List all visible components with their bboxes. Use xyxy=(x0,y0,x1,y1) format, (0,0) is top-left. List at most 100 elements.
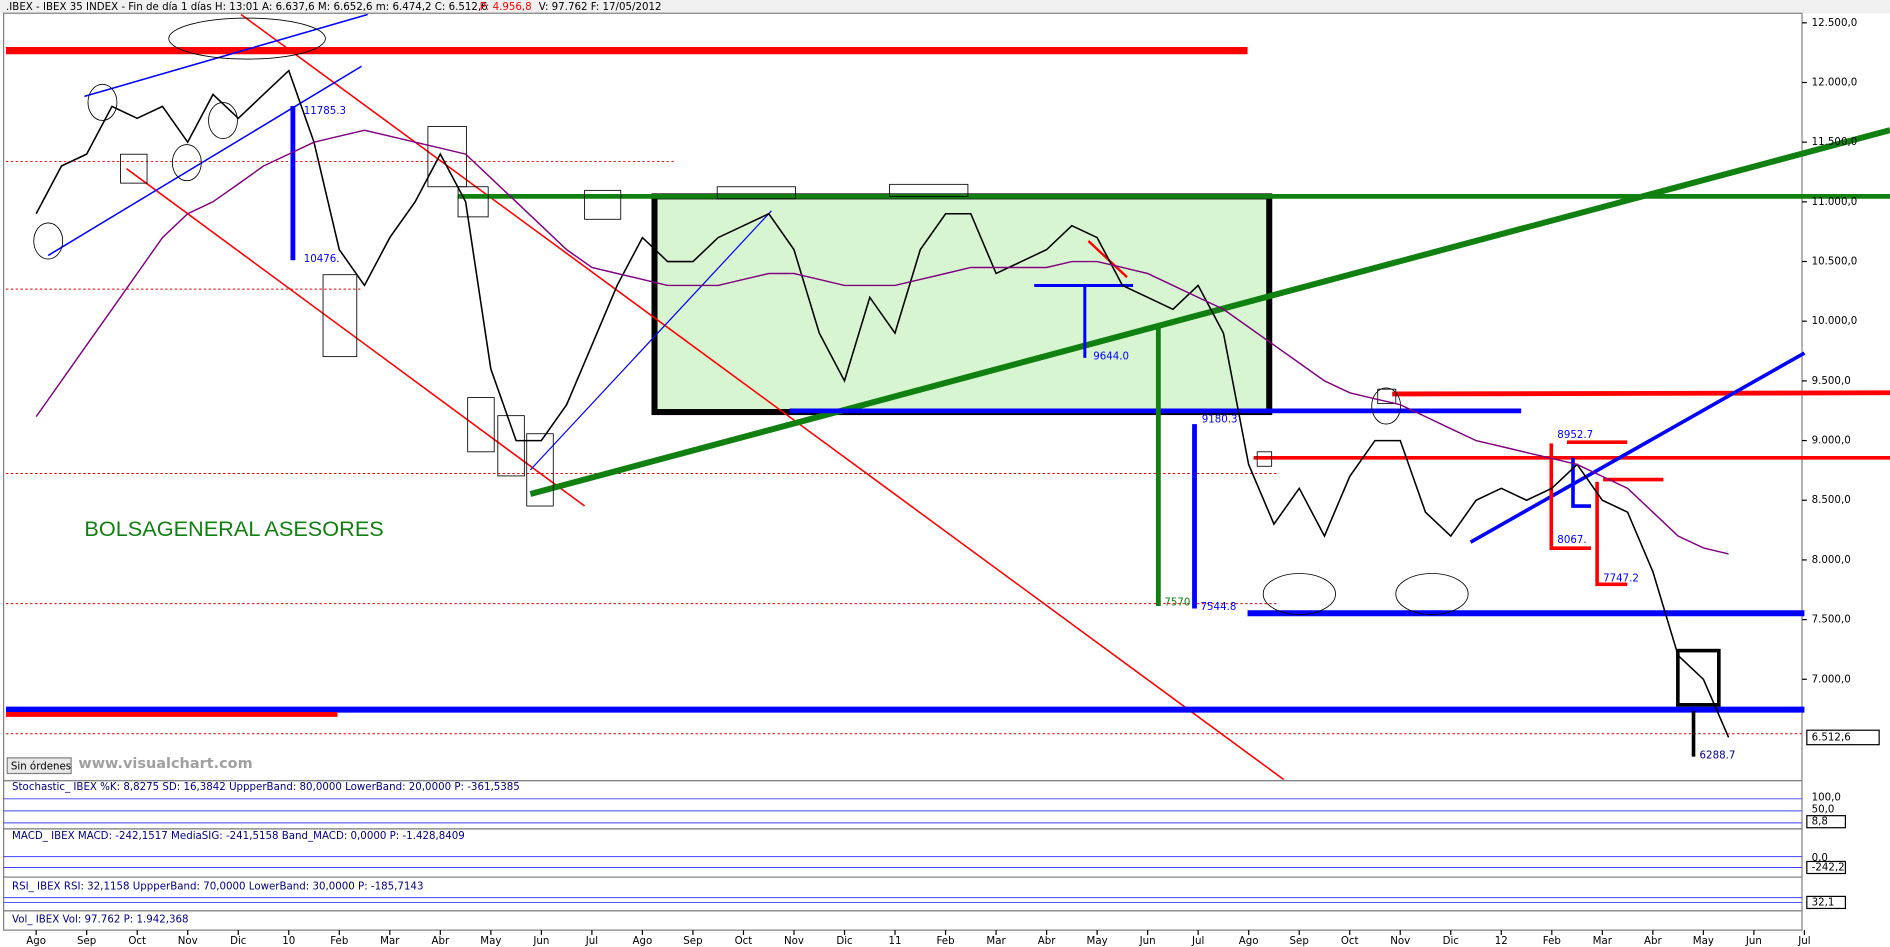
bracket xyxy=(1595,481,1628,587)
y-tick-label: 11.500,0 xyxy=(1812,136,1858,148)
status-box xyxy=(6,757,72,775)
x-tick-label: Dic xyxy=(836,935,852,947)
level-label: 7570 xyxy=(1164,596,1190,608)
x-tick-label: Ago xyxy=(26,935,46,947)
y-tick-label: 10.500,0 xyxy=(1812,256,1858,268)
indicator-title: RSI_ IBEX RSI: 32,1158 UppperBand: 70,00… xyxy=(12,881,423,893)
x-tick-label: Ago xyxy=(633,935,653,947)
x-tick-label: 10 xyxy=(282,935,295,947)
indicator-title: Vol_ IBEX Vol: 97.762 P: 1.942,368 xyxy=(12,913,189,925)
box xyxy=(1676,648,1721,707)
header-text: V: 97.762 F: 17/05/2012 xyxy=(539,1,662,13)
y-tick-label: 9.000,0 xyxy=(1812,435,1851,447)
y-tick-label: 8.000,0 xyxy=(1812,554,1851,566)
x-tick-label: Sep xyxy=(1290,935,1309,947)
x-tick-label: Dic xyxy=(1443,935,1459,947)
x-tick-label: Sep xyxy=(77,935,96,947)
indicator-tick-label: 100,0 xyxy=(1812,792,1841,804)
x-tick-label: May xyxy=(480,935,501,947)
x-tick-label: Oct xyxy=(1341,935,1359,947)
x-tick-label: Nov xyxy=(1390,935,1410,947)
indicator-tick-label: 50,0 xyxy=(1812,804,1835,816)
level-label: 8067. xyxy=(1557,534,1586,546)
bracket xyxy=(1549,443,1592,551)
bracket xyxy=(1571,457,1592,508)
x-tick-label: Jul xyxy=(585,935,598,947)
indicator-tick-label: 8,8 xyxy=(1812,816,1828,828)
x-tick-label: Nov xyxy=(178,935,198,947)
ellipses xyxy=(33,17,1469,615)
indicator-tick-label: 0,0 xyxy=(1812,852,1828,864)
indicator-tick-label: -242,2 xyxy=(1812,861,1845,873)
trend-line xyxy=(529,127,1890,497)
level-label: 11785.3 xyxy=(304,105,346,117)
trend-line xyxy=(529,210,772,471)
y-tick-label: 12.000,0 xyxy=(1812,76,1858,88)
moving-average xyxy=(35,129,1729,555)
y-tick-label: 8.500,0 xyxy=(1812,494,1851,506)
x-tick-label: May xyxy=(1087,935,1108,947)
header-bar xyxy=(0,0,1890,14)
indicator-value-box xyxy=(1806,895,1847,910)
y-tick-label: 11.000,0 xyxy=(1812,196,1858,208)
status: Sin órdenes xyxy=(11,760,71,772)
x-tick-label: Sep xyxy=(683,935,702,947)
level-label: 8952.7 xyxy=(1557,429,1593,441)
x-tick-label: Nov xyxy=(784,935,804,947)
x-tick-label: Mar xyxy=(1593,935,1613,947)
x-tick-label: Mar xyxy=(986,935,1006,947)
x-tick-label: Feb xyxy=(1543,935,1561,947)
level-label: 6288.7 xyxy=(1700,749,1736,761)
x-tick-label: 11 xyxy=(889,935,902,947)
indicator-title: MACD_ IBEX MACD: -242,1517 MediaSIG: -24… xyxy=(12,830,465,842)
indicator-value-box xyxy=(1806,815,1847,829)
x-tick-label: Oct xyxy=(128,935,146,947)
header-text: P: 4.956,8 xyxy=(480,1,532,13)
rsi-panel xyxy=(3,876,1803,912)
indicator-tick-label: 32,1 xyxy=(1812,896,1835,908)
y-tick-label: 10.000,0 xyxy=(1812,315,1858,327)
site: www.visualchart.com xyxy=(78,756,252,772)
x-tick-label: Abr xyxy=(1644,935,1663,947)
x-tick-label: Jul xyxy=(1191,935,1204,947)
last-price-label: 6.512,6 xyxy=(1812,731,1851,743)
y-tick-label: 7.500,0 xyxy=(1812,614,1851,626)
header-text: .IBEX - IBEX 35 INDEX - Fin de día 1 día… xyxy=(6,1,488,13)
price-line xyxy=(35,69,1730,738)
x-tick-label: Dic xyxy=(230,935,246,947)
level-label: 9180.3 xyxy=(1202,413,1238,425)
indicator-title: Stochastic_ IBEX %K: 8,8275 SD: 16,3842 … xyxy=(12,781,520,793)
last-price-box xyxy=(1806,729,1880,746)
trend-line xyxy=(1392,390,1890,397)
level-label: 7747.2 xyxy=(1603,572,1639,584)
x-tick-label: Ago xyxy=(1239,935,1259,947)
dotted-levels xyxy=(6,160,1803,735)
drawings xyxy=(6,13,1890,781)
trend-line xyxy=(84,13,368,98)
x-tick-label: Jun xyxy=(1745,935,1762,947)
boxes xyxy=(120,126,1397,507)
level-label: 9644.0 xyxy=(1093,351,1129,363)
x-tick-label: Jun xyxy=(532,935,549,947)
x-tick-label: Abr xyxy=(1038,935,1057,947)
x-tick-label: Feb xyxy=(330,935,348,947)
trend-line xyxy=(47,65,363,257)
watermark: BOLSAGENERAL ASESORES xyxy=(84,516,383,541)
macd-panel xyxy=(3,828,1803,878)
y-tick-label: 9.500,0 xyxy=(1812,375,1851,387)
level-label: 10476. xyxy=(304,253,340,265)
x-tick-label: Mar xyxy=(380,935,400,947)
indicator-value-box xyxy=(1806,860,1847,875)
x-tick-label: Jul xyxy=(1797,935,1810,947)
x-tick-label: May xyxy=(1693,935,1714,947)
x-tick-label: Abr xyxy=(431,935,450,947)
trend-line xyxy=(126,168,586,507)
vol-panel xyxy=(3,910,1803,931)
y-tick-label: 12.500,0 xyxy=(1812,17,1858,29)
trend-line xyxy=(1469,351,1806,544)
y-tick-label: 7.000,0 xyxy=(1812,673,1851,685)
x-tick-label: Feb xyxy=(936,935,954,947)
x-tick-label: Jun xyxy=(1139,935,1156,947)
